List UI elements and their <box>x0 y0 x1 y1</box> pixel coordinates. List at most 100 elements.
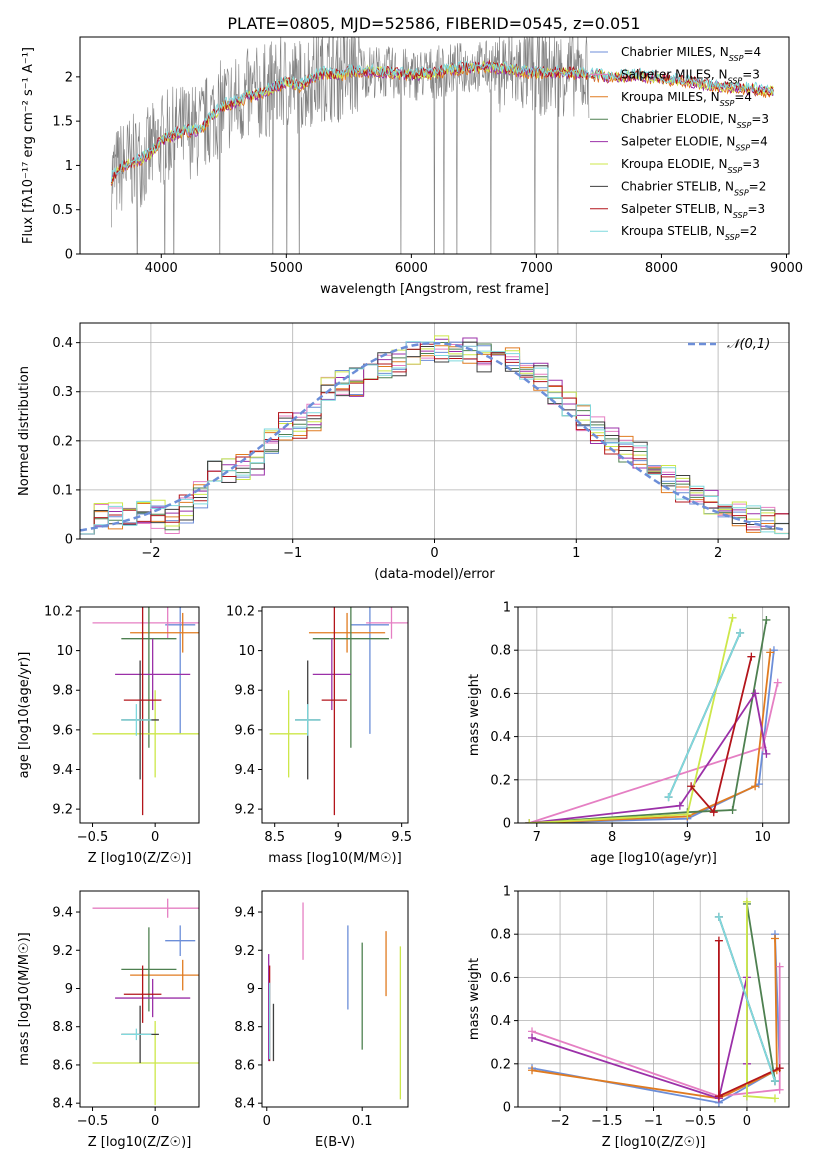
axes-frame <box>79 322 790 540</box>
x-tick-label: 0 <box>151 1114 159 1129</box>
y-tick-label: 8.8 <box>52 1020 73 1035</box>
weight-marker-kroupa_miles <box>528 1066 537 1075</box>
y-tick-label: 8.6 <box>234 1058 255 1073</box>
x-tick-label: −2 <box>550 1114 569 1129</box>
weight-marker-kroupa_miles <box>770 934 779 943</box>
x-axis-label: wavelength [Angstrom, rest frame] <box>320 282 549 297</box>
x-tick-label: 4000 <box>145 261 178 276</box>
x-tick-label: −1 <box>283 546 302 561</box>
x-tick-label: 0.1 <box>352 1114 373 1129</box>
x-tick-label: 9 <box>334 830 342 845</box>
legend-label-salpeter_elodie: Salpeter ELODIE, NSSP=4 <box>621 135 768 153</box>
x-axis-label: Z [log10(Z/Z☉)] <box>88 1135 192 1150</box>
y-tick-label: 10 <box>238 644 255 659</box>
spectrum-legend: Chabrier MILES, NSSP=4 Salpeter MILES, NS… <box>590 45 769 242</box>
y-tick-label: 9 <box>247 982 255 997</box>
weight-marker-salpeter_stelib <box>709 808 718 817</box>
y-tick-label: 8.6 <box>52 1058 73 1073</box>
legend-label-chabrier_elodie: Chabrier ELODIE, NSSP=3 <box>621 112 769 130</box>
normal-curve <box>80 341 787 532</box>
weight-line-kroupa_stelib <box>718 916 776 1082</box>
legend-label-kroupa_stelib: Kroupa STELIB, NSSP=2 <box>621 224 757 242</box>
y-tick-label: 9.4 <box>234 763 255 778</box>
weight-marker-kroupa_stelib <box>714 912 723 921</box>
x-tick-label: 8 <box>608 830 616 845</box>
plot-area-weight_vs_age <box>518 607 789 823</box>
y-tick-label: 9.2 <box>234 803 255 818</box>
y-tick-label: 9.4 <box>234 906 255 921</box>
axes-frame <box>261 890 409 1108</box>
weight-line-salpeter_stelib <box>690 656 753 815</box>
x-tick-label: 0 <box>263 1114 271 1129</box>
weight-marker-salpeter_elodie <box>528 1033 537 1042</box>
y-tick-label: 0.5 <box>52 203 73 218</box>
y-tick-label: 9.8 <box>52 684 73 699</box>
weight-marker-salpeter_elodie <box>751 689 760 698</box>
y-tick-label: 1 <box>65 159 73 174</box>
weight-marker-kroupa_stelib <box>664 793 673 802</box>
x-tick-label: 5000 <box>270 261 303 276</box>
x-tick-label: −1 <box>644 1114 663 1129</box>
legend-label-salpeter_miles: Salpeter MILES, NSSP=3 <box>621 67 760 85</box>
weight-line-chabrier_miles <box>531 934 781 1104</box>
legend-label-chabrier_stelib: Chabrier STELIB, NSSP=2 <box>621 179 766 197</box>
x-axis-label: age [log10(age/yr)] <box>590 851 717 866</box>
weight-marker-kroupa_stelib <box>736 628 745 637</box>
x-tick-label: 6000 <box>395 261 428 276</box>
panel-residuals: −2 −1 0 1 2 0 0.1 0.2 0.3 0.4 (data-model)/error No… <box>17 322 790 582</box>
x-tick-label: 2 <box>714 546 722 561</box>
x-tick-label: −0.5 <box>77 830 109 845</box>
weight-marker-salpeter_miles <box>775 962 784 971</box>
weight-line-salpeter_elodie <box>529 691 768 823</box>
weight-line-salpeter_stelib <box>718 940 781 1098</box>
y-tick-label: 0.8 <box>490 928 511 943</box>
y-tick-label: 1.5 <box>52 115 73 130</box>
y-tick-label: 0.4 <box>490 1014 511 1029</box>
y-tick-label: 0.8 <box>490 644 511 659</box>
panel-spectrum: 4000 5000 6000 7000 8000 9000 0 0.5 1 1.5 2 wavelen… <box>21 36 803 297</box>
y-tick-label: 8.4 <box>234 1097 255 1112</box>
legend-label-kroupa_elodie: Kroupa ELODIE, NSSP=3 <box>621 157 760 175</box>
y-axis-label: mass weight <box>467 958 482 1040</box>
weight-line-salpeter_miles <box>531 966 781 1098</box>
axes-frame <box>79 606 200 824</box>
x-tick-label: 7 <box>533 830 541 845</box>
axes-frame <box>79 890 200 1108</box>
plot-area-mass_vs_ebv <box>268 902 402 1100</box>
y-axis-label: mass weight <box>467 674 482 756</box>
x-tick-label: −0.5 <box>684 1114 716 1129</box>
x-tick-label: 7000 <box>520 261 553 276</box>
plot-area-weight_vs_z <box>518 891 789 1107</box>
y-axis-label: Flux [fλ10⁻¹⁷ erg cm⁻² s⁻¹ A⁻¹] <box>21 47 36 244</box>
x-tick-label: 0 <box>430 546 438 561</box>
axes-frame <box>517 890 790 1108</box>
y-tick-label: 9.2 <box>234 944 255 959</box>
y-tick-label: 1 <box>503 885 511 900</box>
y-tick-label: 0.2 <box>490 1057 511 1072</box>
x-tick-label: −2 <box>141 546 160 561</box>
weight-marker-chabrier_elodie <box>762 615 771 624</box>
weight-line-kroupa_miles <box>529 652 772 823</box>
y-tick-label: 9.4 <box>52 763 73 778</box>
y-tick-label: 2 <box>65 70 73 85</box>
histogram-kroupa_stelib <box>80 341 789 535</box>
plot-area-residuals <box>80 323 789 539</box>
y-tick-label: 0.2 <box>490 773 511 788</box>
x-tick-label: −1.5 <box>591 1114 623 1129</box>
plot-area-age_vs_z <box>92 607 199 816</box>
y-tick-label: 8.8 <box>234 1020 255 1035</box>
panel-mass_vs_z: −0.5 0 8.4 8.6 8.8 9 9.2 9.4 Z [log10(Z/Z☉)] mass… <box>17 890 200 1150</box>
legend-label-normal: 𝒩(0,1) <box>727 337 770 352</box>
weight-marker-kroupa_elodie <box>770 1094 779 1103</box>
x-tick-label: 9000 <box>770 261 803 276</box>
weight-line-kroupa_miles <box>531 938 778 1100</box>
y-tick-label: 0.3 <box>52 385 73 400</box>
x-tick-label: 10 <box>754 830 771 845</box>
weight-line-kroupa_stelib <box>667 632 741 798</box>
panel-age_vs_z: −0.5 0 9.2 9.4 9.6 9.8 10 10.2 Z [log10(Z/Z☉)] ag… <box>17 604 200 866</box>
weight-marker-kroupa_elodie <box>683 810 692 819</box>
y-tick-label: 10.2 <box>44 604 73 619</box>
y-tick-label: 0.2 <box>52 434 73 449</box>
weight-marker-kroupa_elodie <box>525 819 534 823</box>
